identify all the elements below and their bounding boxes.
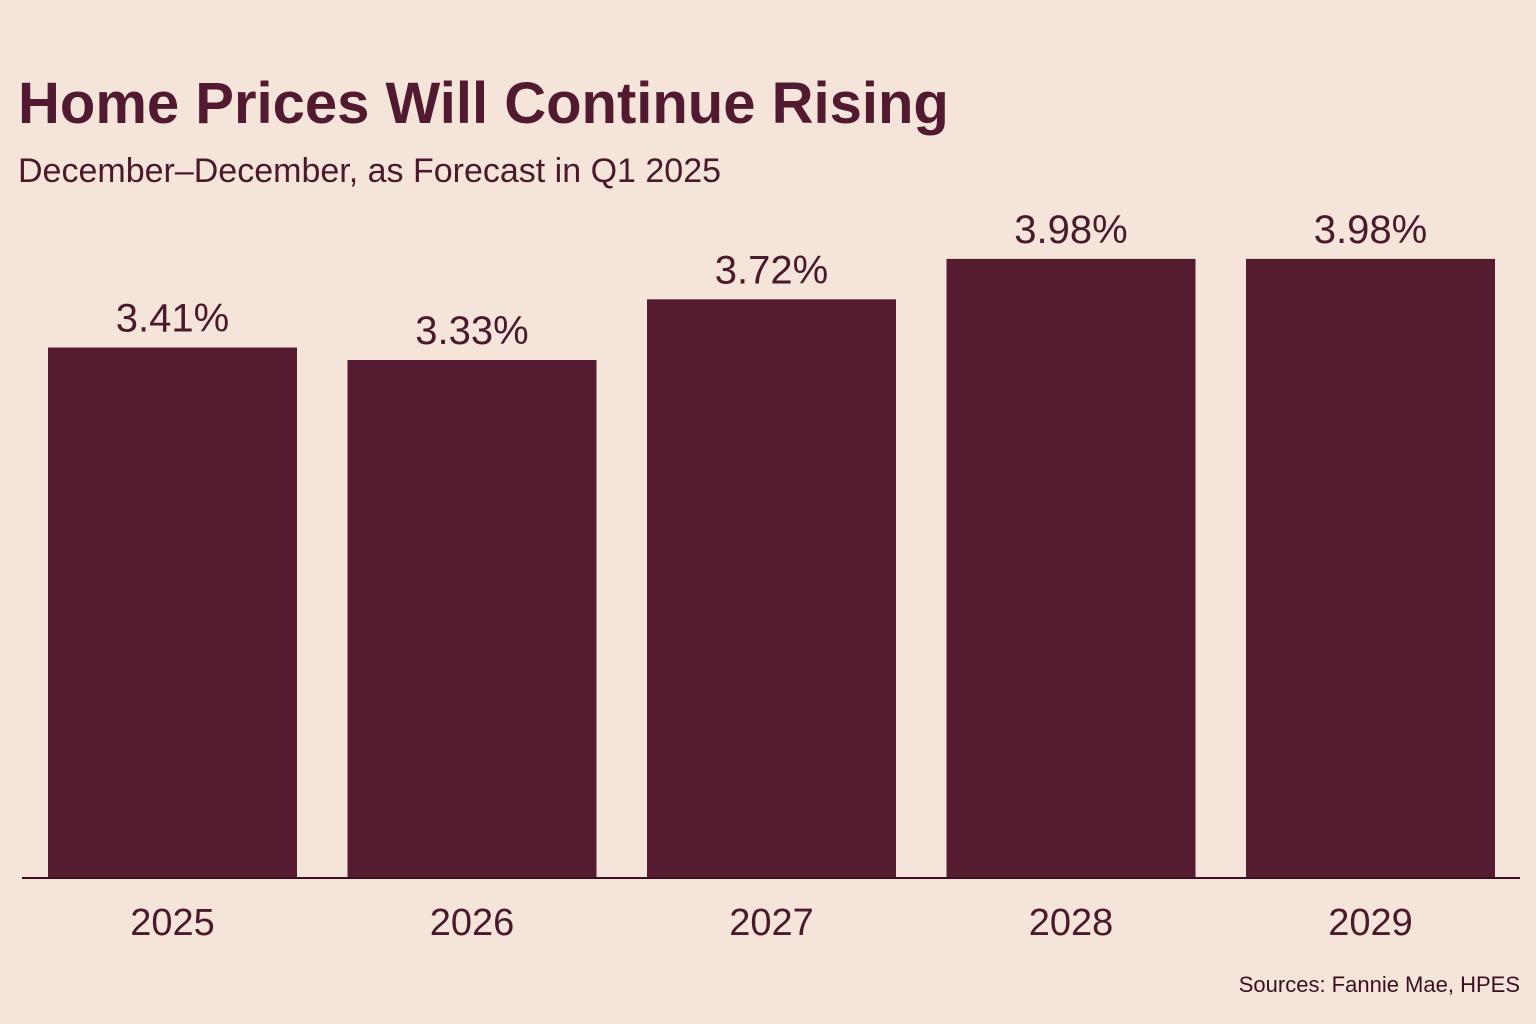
x-tick-label-2028: 2028 (1029, 902, 1114, 944)
chart-subtitle: December–December, as Forecast in Q1 202… (18, 152, 722, 190)
x-tick-label-2026: 2026 (430, 902, 515, 944)
x-tick-label-2027: 2027 (729, 902, 814, 944)
bar-labels-group: 3.41% 3.33% 3.72% 3.98% 3.98% (116, 208, 1427, 353)
data-label-2029: 3.98% (1314, 208, 1427, 252)
data-label-2025: 3.41% (116, 297, 229, 341)
bar-2027 (647, 299, 896, 878)
data-label-2027: 3.72% (715, 248, 828, 292)
data-label-2028: 3.98% (1014, 208, 1127, 252)
bar-2025 (48, 347, 297, 878)
x-tick-label-2025: 2025 (130, 902, 215, 944)
bars-group (48, 258, 1495, 878)
bar-2026 (347, 360, 597, 878)
x-tick-label-2029: 2029 (1328, 902, 1413, 944)
source-note: Sources: Fannie Mae, HPES (1238, 972, 1520, 997)
tick-labels-group: 2025 2026 2027 2028 2029 (130, 902, 1413, 944)
data-label-2026: 3.33% (415, 309, 528, 353)
bar-2029 (1246, 258, 1495, 878)
bar-2028 (946, 258, 1196, 878)
chart-title: Home Prices Will Continue Rising (18, 71, 949, 136)
